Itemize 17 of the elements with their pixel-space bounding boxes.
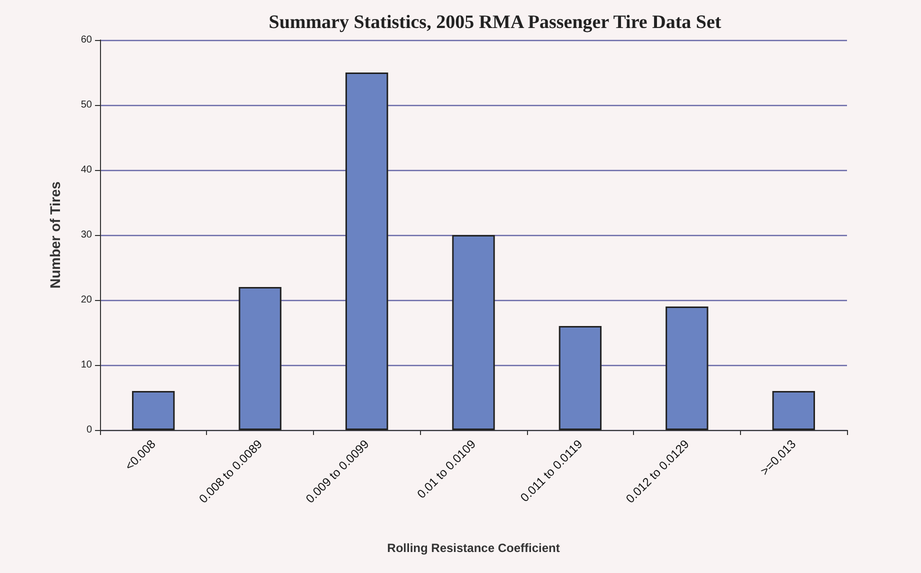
y-tick-label: 50 [80, 100, 92, 110]
x-axis-title: Rolling Resistance Coefficient [387, 541, 560, 555]
bar [772, 391, 815, 430]
y-tick-label: 20 [80, 294, 92, 306]
chart-title: Summary Statistics, 2005 RMA Passenger Tire Data Set [268, 12, 722, 33]
y-tick-label: 60 [80, 34, 92, 46]
y-tick-label: 10 [80, 360, 92, 370]
bar [666, 306, 708, 430]
bar [132, 391, 175, 430]
bar [345, 72, 388, 430]
y-tick-label: 30 [80, 230, 92, 240]
y-tick-label: 0 [86, 424, 92, 436]
bar [452, 235, 495, 430]
y-axis-title: Number of Tires [47, 181, 63, 289]
bar [558, 326, 602, 430]
y-tick-label: 40 [80, 164, 92, 176]
bar [238, 287, 282, 430]
